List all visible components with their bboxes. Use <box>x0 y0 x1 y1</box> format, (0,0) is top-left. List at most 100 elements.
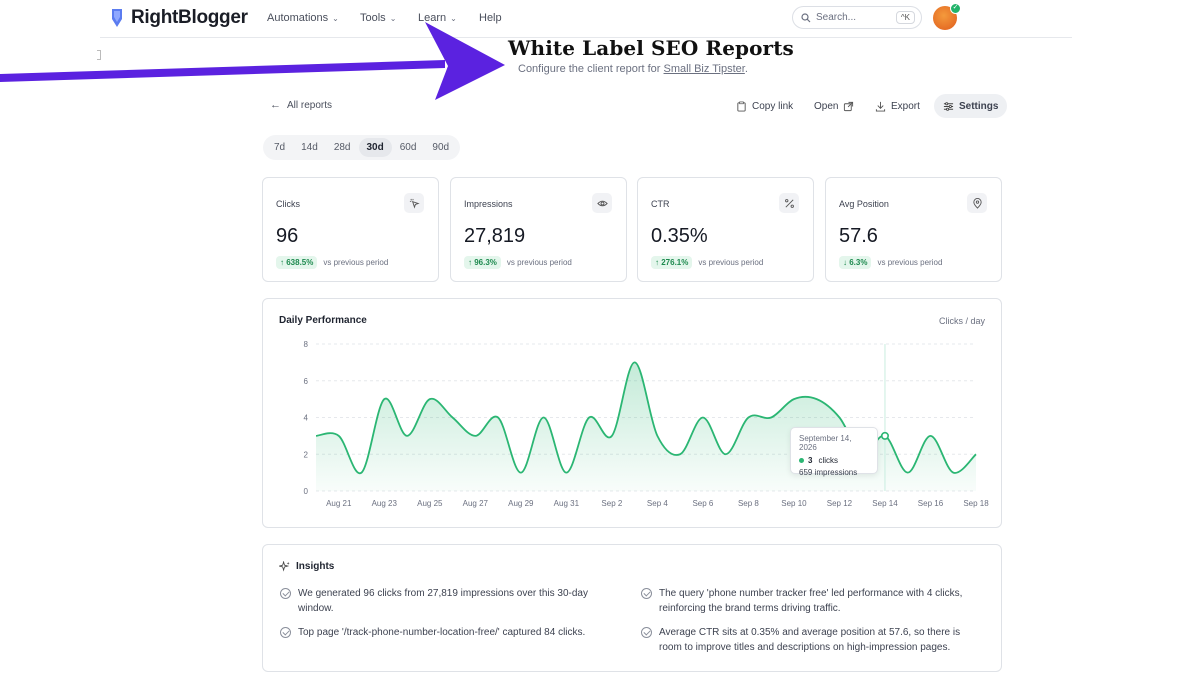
x-tick-label: Sep 14 <box>872 499 898 508</box>
tooltip-clicks-label: clicks <box>818 456 839 465</box>
y-tick-label: 8 <box>304 340 309 349</box>
y-tick-label: 0 <box>304 487 309 496</box>
stat-label: Clicks <box>276 199 300 209</box>
check-circle-icon <box>280 588 291 599</box>
chevron-down-icon: ⌄ <box>450 13 457 23</box>
search-placeholder: Search... <box>816 12 857 23</box>
insights-panel: Insights We generated 96 clicks from 27,… <box>262 544 1002 672</box>
x-tick-label: Sep 6 <box>692 499 713 508</box>
nav-automations[interactable]: Automations ⌄ <box>267 12 339 24</box>
download-icon <box>875 101 886 112</box>
divider-mark <box>97 50 101 60</box>
x-tick-label: Sep 2 <box>601 499 622 508</box>
verified-check-icon: ✓ <box>950 3 961 14</box>
insight-item: We generated 96 clicks from 27,819 impre… <box>280 586 620 616</box>
series-dot-icon <box>799 458 804 463</box>
percent-icon <box>779 193 799 213</box>
search-shortcut: ^K <box>895 11 915 24</box>
x-tick-label: Sep 4 <box>647 499 668 508</box>
delta-caption: vs previous period <box>877 258 943 267</box>
tooltip-clicks-value: 3 <box>808 456 813 465</box>
stat-label: Avg Position <box>839 199 889 209</box>
range-60d[interactable]: 60d <box>399 142 417 153</box>
stat-value: 96 <box>276 225 299 247</box>
range-7d[interactable]: 7d <box>274 142 286 153</box>
x-tick-label: Aug 29 <box>508 499 534 508</box>
insights-title: Insights <box>296 561 335 572</box>
chart-canvas[interactable]: 0 2 4 6 8 Aug 21 Aug 23 Aug 25 Aug 27 Aug 29 Aug 3… <box>263 299 1001 527</box>
range-90d[interactable]: 90d <box>432 142 450 153</box>
all-reports-link[interactable]: ← All reports <box>270 99 332 111</box>
date-range-selector: 7d 14d 28d 30d 60d 90d <box>263 135 461 160</box>
chart-tooltip: September 14, 2026 3 clicks 659 impressi… <box>790 427 878 477</box>
brand-logo[interactable]: RightBlogger <box>109 7 248 29</box>
tooltip-date: September 14, 2026 <box>799 434 852 452</box>
settings-button[interactable]: Settings <box>934 94 1008 118</box>
delta-badge: ↑ 276.1% <box>651 256 693 269</box>
insight-text: The query 'phone number tracker free' le… <box>659 588 963 614</box>
insight-item: Top page '/track-phone-number-location-f… <box>280 625 620 640</box>
y-tick-label: 2 <box>304 450 309 459</box>
arrow-left-icon: ← <box>270 99 281 111</box>
map-pin-icon <box>967 193 987 213</box>
insight-text: Average CTR sits at 0.35% and average po… <box>659 627 961 653</box>
delta-value: 638.5% <box>286 258 314 267</box>
subtitle-suffix: . <box>744 63 748 75</box>
check-circle-icon <box>641 588 652 599</box>
open-button[interactable]: Open <box>805 94 863 118</box>
search-icon <box>801 12 811 22</box>
client-link[interactable]: Small Biz Tipster <box>663 63 745 75</box>
range-30d[interactable]: 30d <box>358 138 392 157</box>
annotation-arrow-icon <box>0 22 505 100</box>
delta-caption: vs previous period <box>698 258 764 267</box>
brand-name: RightBlogger <box>131 7 248 28</box>
y-tick-label: 4 <box>304 414 309 423</box>
delta-caption: vs previous period <box>323 258 389 267</box>
search-input[interactable]: Search... ^K <box>792 6 922 29</box>
sliders-icon <box>943 101 954 111</box>
x-tick-label: Aug 21 <box>326 499 352 508</box>
nav-tools[interactable]: Tools ⌄ <box>360 12 396 24</box>
copy-link-label: Copy link <box>752 100 794 112</box>
stat-card-impressions: Impressions 27,819 ↑ 96.3% vs previous p… <box>450 177 627 282</box>
insight-item: Average CTR sits at 0.35% and average po… <box>641 625 981 655</box>
range-14d[interactable]: 14d <box>301 142 318 153</box>
external-link-icon <box>844 101 854 111</box>
copy-link-button[interactable]: Copy link <box>727 94 802 118</box>
insight-item: The query 'phone number tracker free' le… <box>641 586 976 616</box>
stat-label: CTR <box>651 199 670 209</box>
x-tick-label: Aug 25 <box>417 499 443 508</box>
delta-value: 96.3% <box>474 258 497 267</box>
settings-label: Settings <box>959 100 999 112</box>
chevron-down-icon: ⌄ <box>332 13 339 23</box>
stat-delta: ↑ 276.1% vs previous period <box>651 256 763 269</box>
stat-delta: ↑ 638.5% vs previous period <box>276 256 388 269</box>
range-28d[interactable]: 28d <box>333 142 351 153</box>
x-tick-label: Aug 23 <box>372 499 398 508</box>
rightblogger-logo-icon <box>112 9 122 27</box>
x-tick-label: Aug 31 <box>554 499 580 508</box>
nav-learn-label: Learn <box>418 12 447 24</box>
top-navigation: RightBlogger Automations ⌄ Tools ⌄ Learn… <box>100 0 1072 38</box>
stat-card-avg-position: Avg Position 57.6 ↓ 6.3% vs previous per… <box>825 177 1002 282</box>
nav-automations-label: Automations <box>267 12 329 24</box>
stat-label: Impressions <box>464 199 513 209</box>
sparkles-icon <box>279 561 290 572</box>
stat-value: 57.6 <box>839 225 878 247</box>
nav-help-label: Help <box>479 12 502 24</box>
delta-value: 6.3% <box>849 258 868 267</box>
nav-learn[interactable]: Learn ⌄ <box>418 12 457 24</box>
tooltip-impressions: 659 impressions <box>799 468 858 477</box>
stat-value: 0.35% <box>651 225 708 247</box>
page-title: White Label SEO Reports <box>508 36 794 60</box>
nav-help[interactable]: Help <box>479 12 502 24</box>
x-tick-label: Sep 18 <box>963 499 989 508</box>
stat-card-clicks: Clicks 96 ↑ 638.5% vs previous period <box>262 177 439 282</box>
export-button[interactable]: Export <box>866 94 929 118</box>
x-tick-label: Sep 8 <box>738 499 759 508</box>
stat-card-ctr: CTR 0.35% ↑ 276.1% vs previous period <box>637 177 814 282</box>
x-tick-label: Sep 12 <box>827 499 853 508</box>
cursor-click-icon <box>404 193 424 213</box>
x-tick-label: Aug 27 <box>463 499 489 508</box>
insights-header: Insights <box>279 561 334 572</box>
